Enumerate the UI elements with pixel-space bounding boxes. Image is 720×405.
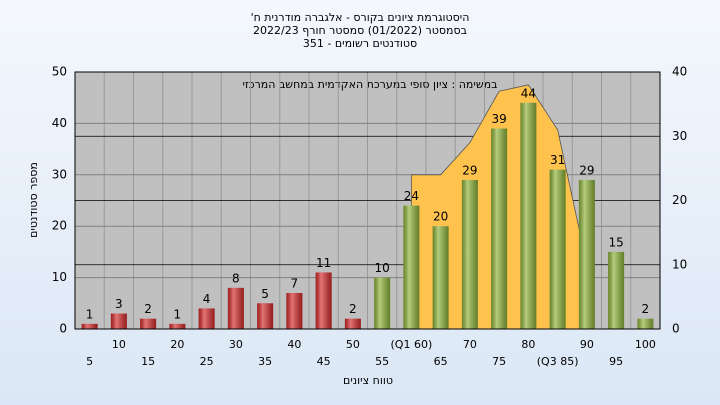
data-label: 20 — [433, 210, 448, 224]
data-label: 24 — [404, 189, 419, 203]
annotation: במשימה : ציון סופי במערכת האקדמית במחשב … — [243, 78, 498, 91]
x-tick-label: 55 — [375, 355, 389, 368]
x-tick-label: 35 — [258, 355, 272, 368]
x-tick-label: 70 — [463, 338, 477, 351]
subtitle: סטודנטים רשומים - 351 — [303, 37, 417, 50]
x-tick-label: 75 — [492, 355, 506, 368]
data-label: 1 — [174, 307, 182, 321]
y2-tick-label: 0 — [672, 322, 680, 336]
plot-border — [74, 71, 661, 330]
data-label: 2 — [144, 302, 152, 316]
y2-tick-label: 10 — [672, 257, 687, 271]
y2-tick-label: 40 — [672, 65, 687, 79]
data-label: 39 — [491, 112, 506, 126]
x-axis-label: טווח ציונים — [343, 374, 393, 387]
bar-shade — [110, 313, 127, 329]
x-tick-label: (Q3 85) — [537, 355, 579, 368]
data-label: 2 — [642, 302, 650, 316]
y-tick-label: 10 — [52, 270, 67, 284]
x-tick-label: 95 — [609, 355, 623, 368]
bar-shade — [81, 323, 98, 329]
bar-shade — [140, 318, 157, 329]
x-tick-label: 15 — [141, 355, 155, 368]
data-label: 29 — [579, 163, 594, 177]
x-tick-label: 90 — [580, 338, 594, 351]
title: היסטוגרמת ציונים בקורס - אלגברה מודרנית … — [251, 11, 470, 24]
x-tick-label: (Q1 60) — [391, 338, 433, 351]
bar-shade — [549, 169, 566, 329]
x-tick-label: 30 — [229, 338, 243, 351]
y-tick-label: 20 — [52, 219, 67, 233]
bar-shade — [520, 102, 537, 329]
data-label: 31 — [550, 153, 565, 167]
x-tick-label: 40 — [287, 338, 301, 351]
x-tick-label: 50 — [346, 338, 360, 351]
x-tick-label: 45 — [317, 355, 331, 368]
data-label: 3 — [115, 297, 123, 311]
data-label: 1 — [86, 307, 94, 321]
y-axis-label: מספר סטודנטים — [27, 162, 40, 238]
data-label: 29 — [462, 163, 477, 177]
bar-shade — [491, 128, 508, 329]
data-label: 5 — [261, 287, 269, 301]
x-tick-label: 20 — [170, 338, 184, 351]
data-label: 2 — [349, 302, 357, 316]
x-tick-label: 5 — [86, 355, 93, 368]
bar-shade — [257, 303, 274, 329]
bar-shade — [286, 293, 303, 329]
data-label: 8 — [232, 271, 240, 285]
x-tick-label: 100 — [635, 338, 656, 351]
bar-shade — [403, 205, 420, 329]
bar-shade — [578, 179, 595, 329]
data-label: 4 — [203, 292, 211, 306]
bar-shade — [461, 179, 478, 329]
data-label: 11 — [316, 256, 331, 270]
data-label: 15 — [608, 235, 623, 249]
data-label: 7 — [291, 277, 299, 291]
x-tick-label: 80 — [521, 338, 535, 351]
bar-shade — [608, 251, 625, 329]
bar-shade — [198, 308, 215, 329]
bar-shade — [227, 287, 244, 329]
bar-shade — [432, 226, 449, 329]
y-tick-label: 50 — [52, 65, 67, 79]
y2-tick-label: 30 — [672, 129, 687, 143]
subtitle: בסמסטר (01/2022) סמסטר חורף 2022/23 — [253, 24, 467, 37]
y2-tick-label: 20 — [672, 193, 687, 207]
x-tick-label: 25 — [200, 355, 214, 368]
bar-shade — [344, 318, 361, 329]
bar-shade — [315, 272, 332, 329]
bar-shade — [374, 277, 391, 329]
bar-shade — [169, 323, 186, 329]
x-tick-label: 65 — [434, 355, 448, 368]
data-label: 44 — [521, 86, 536, 100]
y-tick-label: 40 — [52, 116, 67, 130]
y-tick-label: 30 — [52, 167, 67, 181]
data-label: 10 — [374, 261, 389, 275]
y-tick-label: 0 — [59, 322, 67, 336]
bar-shade — [637, 318, 654, 329]
x-tick-label: 10 — [112, 338, 126, 351]
